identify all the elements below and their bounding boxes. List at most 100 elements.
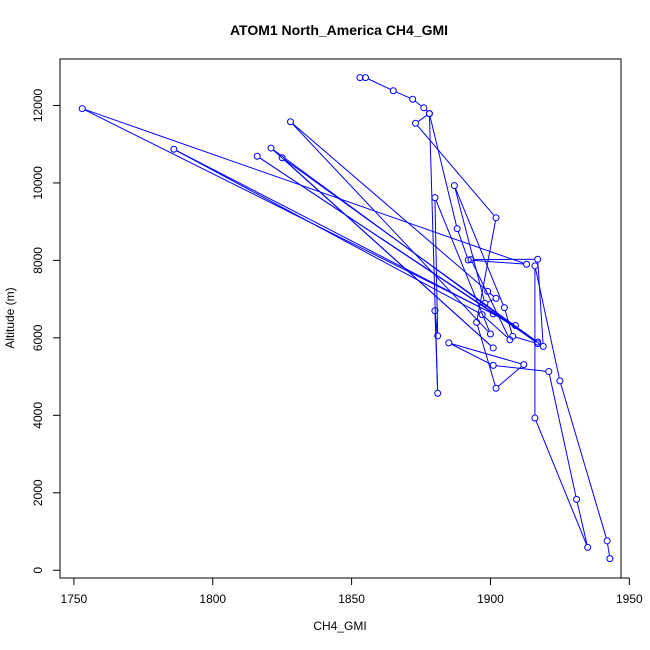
series-0-point-11 bbox=[511, 321, 519, 329]
series-0-segment-40 bbox=[497, 366, 522, 387]
series-0-point-2 bbox=[389, 87, 397, 95]
x-tick-label-2: 1850 bbox=[338, 592, 365, 606]
series-0-segment-18 bbox=[259, 157, 536, 341]
x-tick-label-3: 1900 bbox=[477, 592, 504, 606]
series-0-point-30 bbox=[287, 118, 295, 126]
series-0-point-36 bbox=[425, 110, 433, 118]
series-0-point-51 bbox=[606, 555, 614, 563]
series-0-segment-28 bbox=[489, 292, 495, 297]
series-0-segment-5 bbox=[429, 116, 457, 226]
series-0-segment-30 bbox=[292, 123, 489, 333]
series-0-point-40 bbox=[492, 384, 500, 392]
series-0-point-15 bbox=[467, 256, 475, 264]
y-tick-label-4: 8000 bbox=[31, 247, 45, 274]
series-0-segment-9 bbox=[84, 109, 491, 313]
series-0-point-38 bbox=[492, 214, 500, 222]
series-0-segment-42 bbox=[451, 343, 491, 365]
series-0-segment-7 bbox=[471, 259, 524, 265]
series-0-segment-43 bbox=[496, 365, 546, 372]
series-0-segment-37 bbox=[417, 125, 495, 216]
series-0-segment-32 bbox=[434, 200, 439, 333]
series-0-point-32 bbox=[431, 194, 439, 202]
y-tick-label-1: 2000 bbox=[31, 479, 45, 506]
series-0-segment-29 bbox=[292, 123, 486, 290]
series-0-segment-31 bbox=[435, 200, 490, 332]
series-0-segment-21 bbox=[272, 149, 492, 347]
y-tick-label-2: 4000 bbox=[31, 402, 45, 429]
series-0-segment-46 bbox=[535, 420, 588, 545]
x-tick-label-1: 1800 bbox=[199, 592, 226, 606]
series-0-point-18 bbox=[253, 152, 261, 160]
series-0-point-41 bbox=[520, 361, 528, 369]
series-0-point-21 bbox=[489, 344, 497, 352]
x-axis: 1750 1800 1850 1900 1950 bbox=[61, 577, 643, 606]
series-0-point-37 bbox=[411, 119, 419, 127]
series-0-segment-35 bbox=[428, 116, 439, 391]
series-0-point-4 bbox=[420, 104, 428, 112]
y-tick-label-3: 6000 bbox=[31, 324, 45, 351]
series-0-point-10 bbox=[489, 310, 497, 318]
series-0-point-17 bbox=[539, 342, 547, 350]
series-0-segment-8 bbox=[84, 109, 524, 264]
series-0-segment-14 bbox=[471, 262, 510, 338]
series-0-point-13 bbox=[478, 311, 486, 319]
series-0-point-26 bbox=[450, 182, 458, 190]
y-tick-label-0: 0 bbox=[31, 567, 45, 574]
series-0-point-7 bbox=[464, 256, 472, 264]
series-0-point-35 bbox=[434, 389, 442, 397]
series-0-segment-41 bbox=[451, 343, 522, 365]
series-0-point-16 bbox=[534, 255, 542, 263]
series-0-point-44 bbox=[545, 368, 553, 376]
series-0-segment-11 bbox=[176, 150, 514, 325]
series-0-point-9 bbox=[78, 105, 86, 113]
series-0-point-12 bbox=[170, 145, 178, 153]
series-0-segment-12 bbox=[176, 150, 480, 314]
series-0-segment-24 bbox=[504, 310, 513, 334]
series-0-point-34 bbox=[431, 307, 439, 315]
series-0-segment-48 bbox=[535, 268, 560, 379]
chart-title: ATOM1 North_America CH4_GMI bbox=[230, 22, 448, 38]
series-0-point-20 bbox=[278, 154, 286, 162]
series-0-segment-50 bbox=[607, 543, 610, 556]
series-0-point-29 bbox=[484, 287, 492, 295]
series-0-segment-3 bbox=[414, 100, 422, 107]
x-tick-label-4: 1950 bbox=[616, 592, 643, 606]
series-0-segment-16 bbox=[537, 262, 544, 344]
series-0-segment-23 bbox=[515, 336, 535, 344]
y-axis: 0 2000 4000 6000 8000 10000 12000 bbox=[31, 88, 61, 574]
series-0-segment-26 bbox=[454, 188, 485, 301]
series-0-point-31 bbox=[486, 330, 494, 338]
series-0-point-49 bbox=[556, 377, 564, 385]
series-0-point-46 bbox=[584, 543, 592, 551]
series-0-segment-25 bbox=[455, 188, 504, 306]
series-0-point-22 bbox=[267, 144, 275, 152]
series-0-segment-36 bbox=[417, 114, 428, 122]
series-0-segment-38 bbox=[476, 220, 496, 320]
series-0-point-39 bbox=[473, 318, 481, 326]
y-tick-label-5: 10000 bbox=[31, 166, 45, 200]
series-0-point-33 bbox=[434, 332, 442, 340]
series-0-segment-2 bbox=[395, 91, 411, 99]
series-0-segment-49 bbox=[560, 383, 607, 539]
y-tick-label-6: 12000 bbox=[31, 88, 45, 122]
series-0-point-28 bbox=[492, 294, 500, 302]
series-0-segment-22 bbox=[273, 149, 536, 343]
series-0-point-24 bbox=[509, 332, 517, 340]
series-0-point-43 bbox=[489, 361, 497, 369]
series-0-point-48 bbox=[531, 262, 539, 270]
series-ch4 bbox=[78, 74, 614, 563]
series-0-segment-39 bbox=[476, 325, 496, 386]
series-0-point-42 bbox=[445, 339, 453, 347]
series-0-segment-27 bbox=[487, 299, 494, 303]
series-0-segment-6 bbox=[457, 231, 468, 258]
series-0-point-6 bbox=[453, 225, 461, 233]
series-0-point-1 bbox=[361, 74, 369, 82]
series-0-point-47 bbox=[531, 414, 539, 422]
series-0-segment-45 bbox=[576, 502, 588, 545]
series-0-point-8 bbox=[523, 260, 531, 268]
series-0-point-45 bbox=[573, 495, 581, 503]
series-0-segment-1 bbox=[367, 78, 391, 90]
y-axis-label: Altitude (m) bbox=[3, 287, 17, 348]
